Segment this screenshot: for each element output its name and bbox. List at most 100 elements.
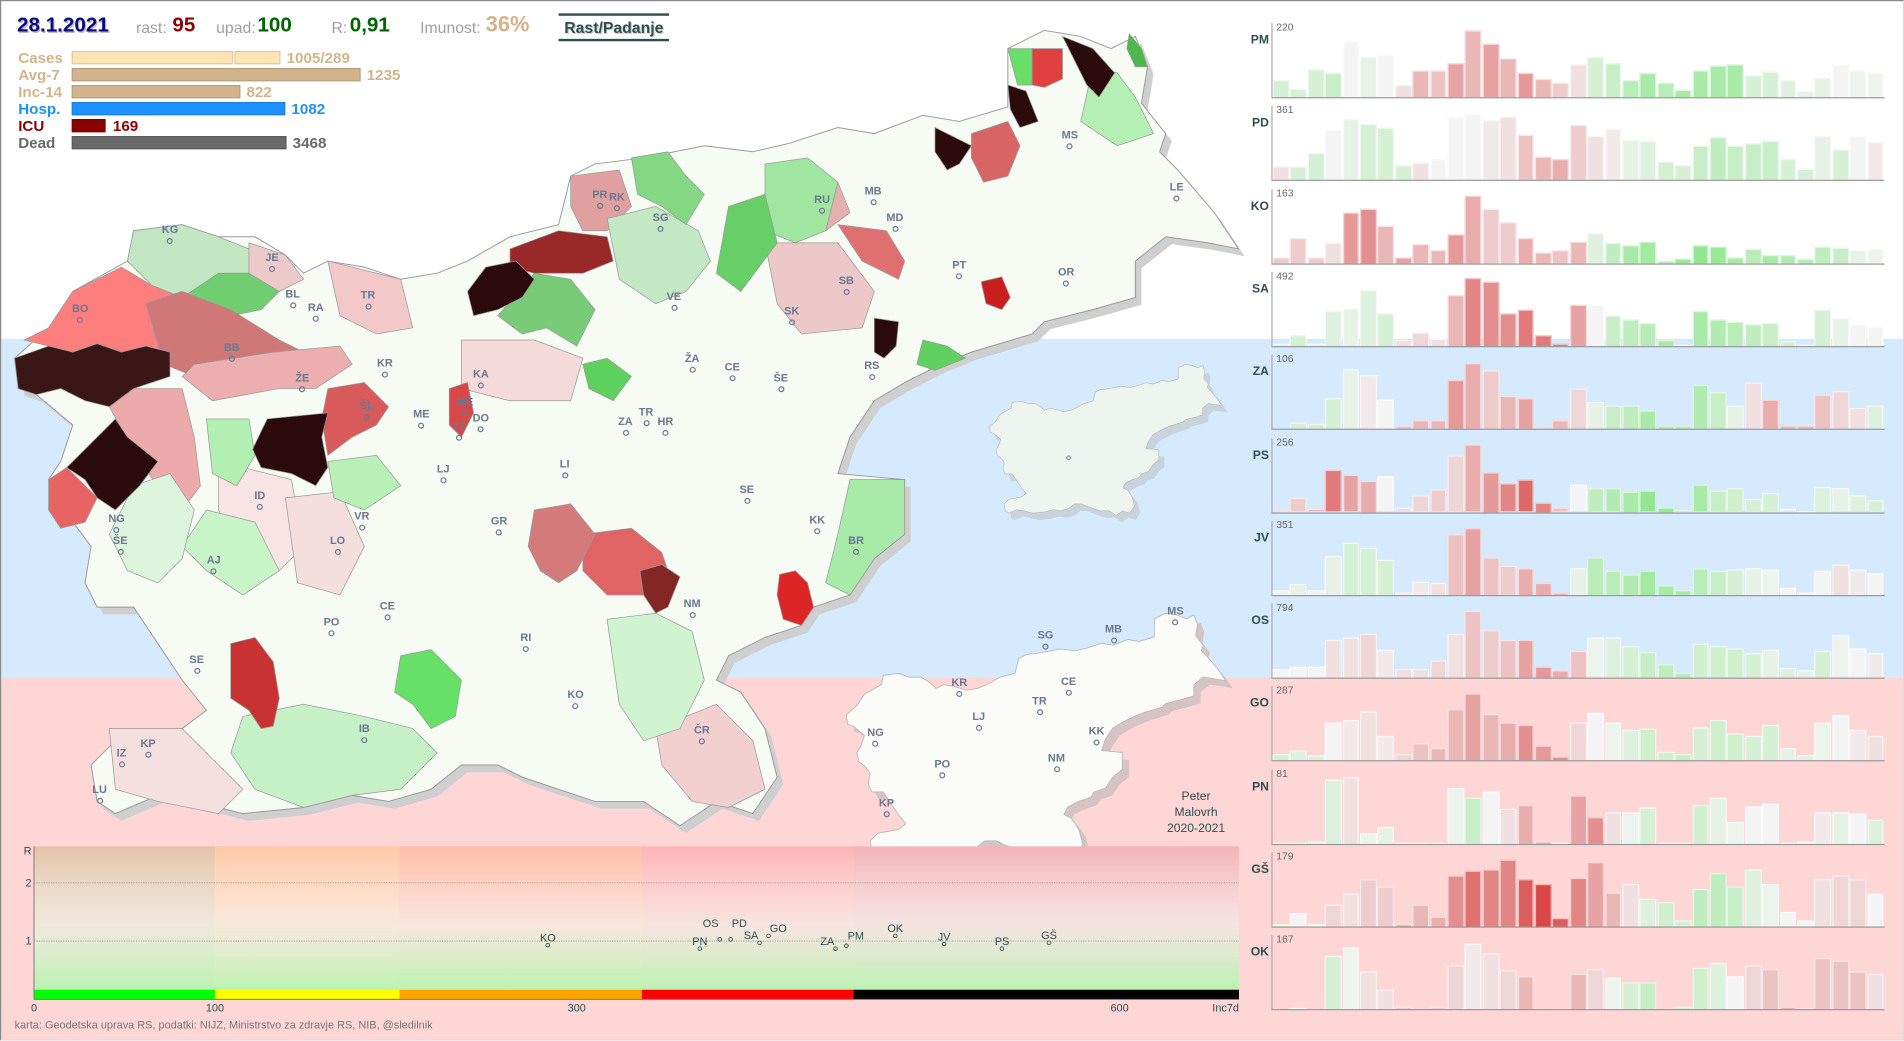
- bar[interactable]: [1639, 323, 1657, 346]
- bar[interactable]: [1709, 491, 1727, 512]
- bar[interactable]: [1744, 248, 1762, 264]
- bar[interactable]: [1307, 841, 1325, 844]
- municipality[interactable]: [776, 570, 814, 626]
- bar[interactable]: [1429, 842, 1447, 845]
- bar[interactable]: [1587, 487, 1605, 512]
- bar[interactable]: [1622, 729, 1640, 761]
- bar[interactable]: [1482, 370, 1500, 429]
- bar[interactable]: [1307, 424, 1325, 429]
- bar[interactable]: [1692, 889, 1709, 927]
- bar[interactable]: [1534, 252, 1552, 263]
- bar[interactable]: [1709, 571, 1727, 595]
- bar[interactable]: [1692, 967, 1709, 1010]
- bar[interactable]: [1290, 583, 1307, 595]
- bar[interactable]: [1692, 146, 1709, 181]
- bar[interactable]: [1604, 315, 1622, 346]
- bar[interactable]: [1797, 755, 1814, 761]
- bar[interactable]: [1587, 712, 1605, 761]
- bar[interactable]: [1342, 118, 1360, 181]
- bar[interactable]: [1517, 238, 1535, 264]
- bar[interactable]: [1797, 920, 1814, 927]
- bar[interactable]: [1867, 142, 1884, 181]
- bar[interactable]: [1639, 72, 1657, 98]
- bar[interactable]: [1797, 168, 1814, 181]
- bar[interactable]: [1517, 725, 1535, 761]
- bar[interactable]: [1569, 567, 1587, 595]
- bar[interactable]: [1325, 469, 1342, 512]
- bar[interactable]: [1447, 875, 1465, 927]
- bar[interactable]: [1499, 396, 1517, 429]
- bar[interactable]: [1412, 70, 1430, 98]
- bar[interactable]: [1674, 842, 1692, 845]
- bar[interactable]: [1377, 826, 1395, 844]
- bar[interactable]: [1552, 591, 1570, 595]
- bar[interactable]: [1377, 54, 1395, 98]
- bar[interactable]: [1814, 878, 1832, 927]
- bar[interactable]: [1447, 965, 1465, 1010]
- bar[interactable]: [1604, 242, 1622, 264]
- bar[interactable]: [1360, 208, 1377, 264]
- bar[interactable]: [1657, 664, 1675, 678]
- bar[interactable]: [1377, 559, 1395, 595]
- municipality[interactable]: [971, 120, 1021, 183]
- bar[interactable]: [1360, 56, 1377, 98]
- municipality[interactable]: [606, 612, 705, 742]
- bar[interactable]: [1482, 281, 1500, 346]
- bar[interactable]: [1394, 256, 1412, 264]
- bar[interactable]: [1779, 159, 1797, 181]
- bar[interactable]: [1272, 842, 1290, 845]
- bar[interactable]: [1657, 842, 1675, 845]
- bar[interactable]: [1674, 165, 1692, 181]
- bar[interactable]: [1429, 1006, 1447, 1010]
- bar[interactable]: [1377, 226, 1395, 263]
- bar[interactable]: [1587, 637, 1605, 678]
- bar[interactable]: [1290, 237, 1307, 264]
- bar[interactable]: [1779, 255, 1797, 264]
- bar[interactable]: [1552, 158, 1570, 181]
- bar[interactable]: [1779, 509, 1797, 512]
- bar[interactable]: [1447, 295, 1465, 346]
- bar[interactable]: [1534, 426, 1552, 429]
- bar[interactable]: [1569, 64, 1587, 98]
- bar[interactable]: [1849, 813, 1867, 844]
- bar[interactable]: [1552, 420, 1570, 429]
- municipality[interactable]: [934, 126, 972, 171]
- bar[interactable]: [1779, 587, 1797, 595]
- bar[interactable]: [1587, 304, 1605, 346]
- bar[interactable]: [1360, 123, 1377, 181]
- bar[interactable]: [1325, 904, 1342, 927]
- bar[interactable]: [1849, 135, 1867, 181]
- bar[interactable]: [1744, 806, 1762, 844]
- bar[interactable]: [1517, 479, 1535, 512]
- bar[interactable]: [1692, 804, 1709, 844]
- bar[interactable]: [1464, 870, 1482, 927]
- bar[interactable]: [1832, 875, 1849, 927]
- bar[interactable]: [1797, 426, 1814, 429]
- municipality[interactable]: [631, 151, 705, 226]
- bar[interactable]: [1797, 1007, 1814, 1010]
- bar[interactable]: [1709, 65, 1727, 98]
- bar[interactable]: [1412, 495, 1430, 512]
- bar[interactable]: [1692, 70, 1709, 98]
- bar[interactable]: [1447, 633, 1465, 678]
- bar[interactable]: [1639, 652, 1657, 678]
- bar[interactable]: [1412, 581, 1430, 595]
- bar[interactable]: [1552, 343, 1570, 346]
- bar[interactable]: [1325, 130, 1342, 181]
- bar[interactable]: [1394, 339, 1412, 346]
- bar[interactable]: [1447, 62, 1465, 98]
- bar[interactable]: [1517, 134, 1535, 181]
- bar[interactable]: [1709, 645, 1727, 678]
- bar[interactable]: [1377, 736, 1395, 761]
- municipality[interactable]: [14, 343, 171, 408]
- bar[interactable]: [1552, 507, 1570, 512]
- bar[interactable]: [1674, 754, 1692, 761]
- bar[interactable]: [1429, 916, 1447, 927]
- bar[interactable]: [1517, 640, 1535, 678]
- bar[interactable]: [1325, 311, 1342, 346]
- municipality[interactable]: [980, 276, 1011, 311]
- bar[interactable]: [1412, 842, 1430, 845]
- bar[interactable]: [1569, 973, 1587, 1010]
- bar[interactable]: [1429, 748, 1447, 761]
- bar[interactable]: [1587, 232, 1605, 264]
